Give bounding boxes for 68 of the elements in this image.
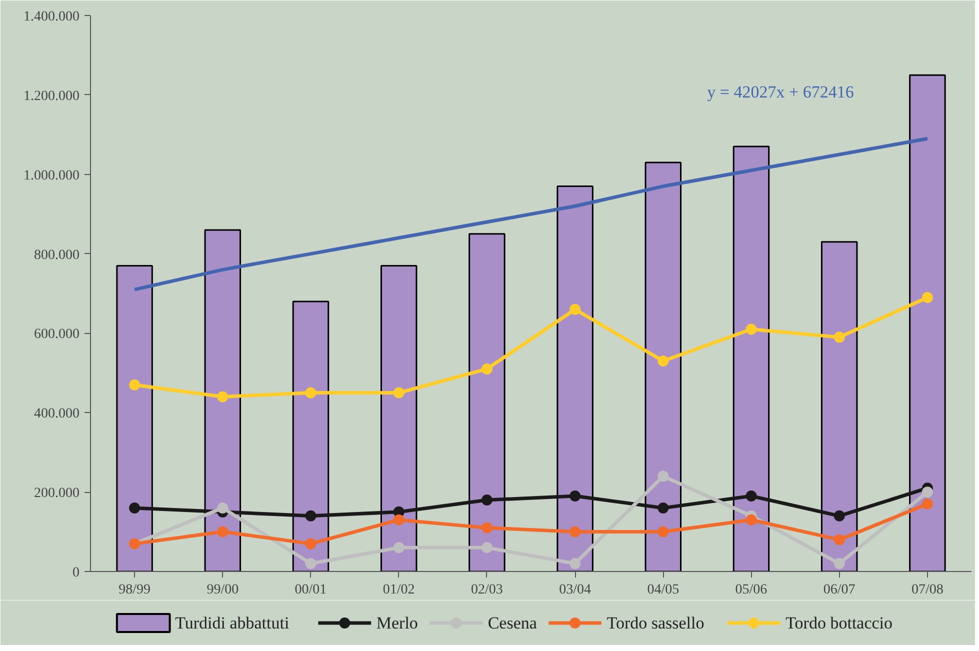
point bbox=[481, 522, 492, 534]
x-tick-label: 99/00 bbox=[206, 582, 239, 598]
line-series bbox=[132, 136, 930, 292]
point bbox=[305, 510, 316, 522]
x-tick-label: 04/05 bbox=[647, 582, 680, 598]
x-tick-label: 00/01 bbox=[294, 582, 327, 598]
point bbox=[305, 538, 316, 550]
legend-label: Turdidi abbattuti bbox=[175, 614, 290, 632]
bar bbox=[380, 264, 418, 572]
bar bbox=[556, 186, 594, 572]
point bbox=[570, 526, 581, 538]
y-tick-label: 1.000.000 bbox=[24, 168, 80, 184]
point bbox=[129, 502, 140, 514]
point bbox=[217, 502, 228, 514]
bar bbox=[468, 233, 506, 572]
point bbox=[658, 502, 669, 514]
point bbox=[129, 379, 140, 390]
point bbox=[217, 526, 228, 538]
y-tick-label: 1.200.000 bbox=[24, 88, 80, 104]
point bbox=[658, 470, 669, 482]
point bbox=[570, 304, 581, 315]
point bbox=[658, 526, 669, 538]
point bbox=[393, 387, 404, 398]
x-tick-label: 01/02 bbox=[382, 582, 415, 598]
point bbox=[305, 387, 316, 398]
bar bbox=[820, 241, 858, 572]
y-tick-label: 400.000 bbox=[34, 406, 80, 422]
point bbox=[746, 324, 757, 335]
annotation: y = 42027x + 672416 bbox=[707, 82, 854, 102]
point bbox=[746, 514, 757, 526]
point bbox=[481, 363, 492, 374]
x-tick-label: 06/07 bbox=[823, 582, 856, 598]
y-tick-label: 0 bbox=[72, 566, 80, 580]
bar bbox=[116, 264, 153, 572]
point bbox=[217, 391, 228, 402]
bar bbox=[909, 74, 946, 572]
point bbox=[834, 558, 845, 570]
point bbox=[305, 558, 316, 570]
x-tick-label: 98/99 bbox=[118, 582, 150, 598]
point bbox=[570, 490, 581, 502]
bar bbox=[204, 229, 242, 572]
x-tick-label: 02/03 bbox=[471, 582, 503, 598]
y-tick-label: 1.400.000 bbox=[24, 10, 80, 24]
x-tick-label: 07/08 bbox=[912, 582, 944, 598]
point bbox=[658, 356, 669, 367]
legend-label: Merlo bbox=[376, 614, 418, 632]
point bbox=[834, 510, 845, 522]
legend-label: Cesena bbox=[488, 614, 538, 632]
legend-label: Tordo sassello bbox=[606, 614, 704, 632]
bar bbox=[644, 162, 682, 572]
bar bbox=[732, 146, 770, 572]
point bbox=[481, 494, 492, 506]
y-tick-label: 600.000 bbox=[34, 327, 80, 342]
point bbox=[922, 486, 933, 498]
point bbox=[481, 542, 492, 554]
x-tick-label: 05/06 bbox=[735, 582, 768, 598]
y-tick-label: 800.000 bbox=[34, 248, 80, 263]
x-tick-label: 03/04 bbox=[559, 582, 591, 598]
point bbox=[834, 534, 845, 546]
point bbox=[570, 558, 581, 570]
point bbox=[922, 292, 933, 303]
point bbox=[834, 332, 845, 343]
point bbox=[393, 542, 404, 554]
y-tick-label: 200.000 bbox=[34, 486, 80, 502]
point bbox=[922, 498, 933, 510]
point bbox=[746, 490, 757, 502]
legend-label: Tordo bottaccio bbox=[786, 614, 893, 632]
point bbox=[393, 514, 404, 526]
